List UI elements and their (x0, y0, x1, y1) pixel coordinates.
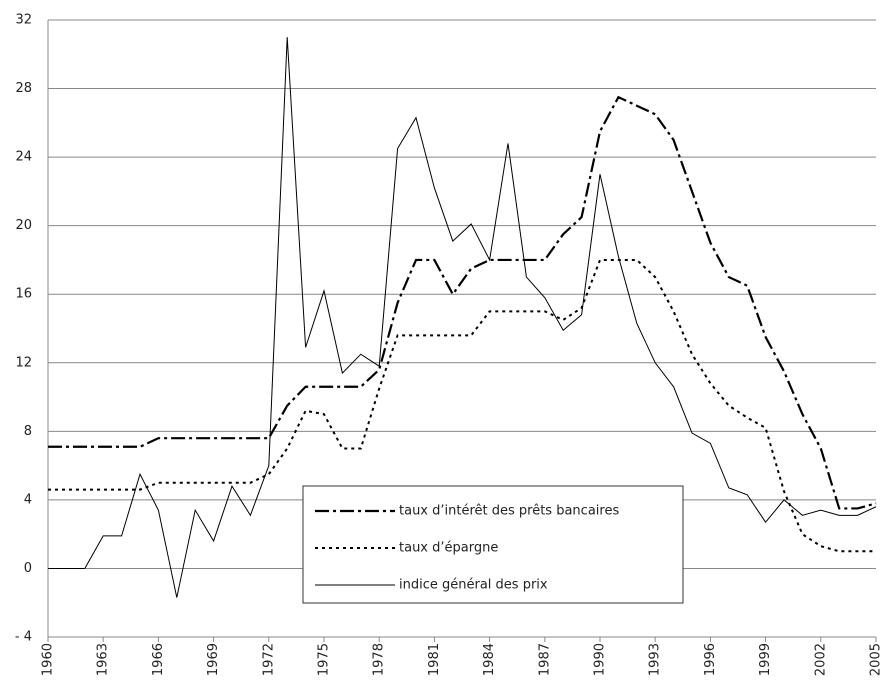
x-tick-label: 1987 (537, 643, 552, 676)
x-tick-label: 1990 (593, 643, 608, 676)
x-tick-label: 1999 (758, 643, 773, 676)
x-tick-label: 1972 (261, 643, 276, 676)
legend-label: taux d’intérêt des prêts bancaires (399, 504, 619, 519)
series-line (48, 95, 877, 510)
legend-label: indice général des prix (399, 578, 548, 593)
legend: taux d’intérêt des prêts bancaires taux d… (302, 485, 684, 604)
y-tick-label: 16 (15, 287, 32, 302)
x-tick-label: 2005 (869, 643, 882, 676)
y-tick-label: 12 (15, 355, 32, 370)
x-tick-label: 1960 (41, 643, 56, 676)
x-tick-label: 2002 (813, 643, 828, 676)
series-line (48, 258, 876, 553)
y-tick-label: - 4 (15, 630, 32, 645)
x-tick-label: 1963 (96, 643, 111, 676)
y-tick-label: 4 (24, 492, 32, 507)
y-tick-label: 20 (15, 218, 32, 233)
legend-box (302, 485, 684, 604)
y-tick-label: 8 (24, 424, 32, 439)
x-tick-label: 1996 (703, 643, 718, 676)
x-tick-label: 1981 (427, 643, 442, 676)
x-tick-label: 1993 (648, 643, 663, 676)
series-line (48, 37, 877, 598)
legend-label: taux d’épargne (399, 541, 498, 556)
y-tick-label: 28 (15, 81, 32, 96)
x-tick-label: 1978 (372, 643, 387, 676)
x-tick-label: 1975 (317, 643, 332, 676)
x-tick-label: 1969 (206, 643, 221, 676)
x-tick-label: 1966 (151, 643, 166, 676)
y-tick-label: 32 (15, 13, 32, 28)
x-tick-label: 1984 (482, 643, 497, 676)
y-tick-label: 0 (24, 561, 32, 576)
y-tick-label: 24 (15, 150, 32, 165)
